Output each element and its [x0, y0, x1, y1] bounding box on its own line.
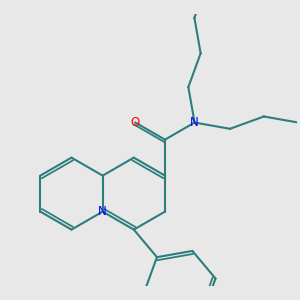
Text: O: O — [131, 116, 140, 129]
Text: N: N — [190, 116, 199, 129]
Text: N: N — [98, 205, 107, 218]
